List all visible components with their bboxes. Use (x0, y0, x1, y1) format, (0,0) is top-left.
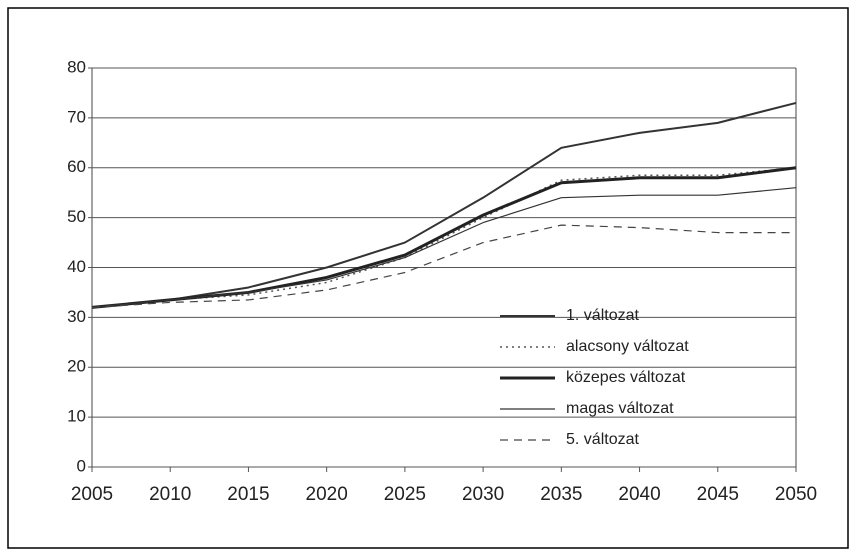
x-tick-label: 2020 (306, 484, 348, 505)
series-line (91, 167, 797, 309)
y-tick-label: 10 (67, 407, 86, 426)
y-tick-label: 80 (67, 57, 86, 76)
legend-label: 5. változat (566, 431, 639, 448)
x-tick-label: 2035 (540, 484, 582, 505)
x-tick-label: 2015 (227, 484, 269, 505)
series-line (91, 166, 797, 309)
y-tick-label: 40 (67, 257, 86, 276)
x-tick-label: 2010 (149, 484, 191, 505)
x-tick-label: 2030 (462, 484, 504, 505)
x-tick-label: 2040 (618, 484, 660, 505)
y-tick-label: 30 (67, 307, 86, 326)
legend-label: 1. változat (566, 307, 639, 324)
frame (7, 7, 849, 549)
series-line (91, 224, 796, 308)
y-tick-label: 70 (67, 107, 86, 126)
series-line (91, 187, 797, 308)
x-tick-label: 2025 (384, 484, 426, 505)
x-tick-label: 2050 (775, 484, 817, 505)
legend-label: közepes változat (566, 369, 686, 386)
y-tick-label: 20 (67, 357, 86, 376)
legend-label: alacsony változat (566, 338, 689, 355)
x-tick-label: 2005 (71, 484, 113, 505)
y-tick-label: 0 (77, 456, 86, 475)
legend-label: magas változat (566, 400, 674, 417)
x-tick-label: 2045 (697, 484, 739, 505)
series-line (91, 101, 797, 309)
y-tick-label: 60 (67, 157, 86, 176)
y-tick-label: 50 (67, 207, 86, 226)
